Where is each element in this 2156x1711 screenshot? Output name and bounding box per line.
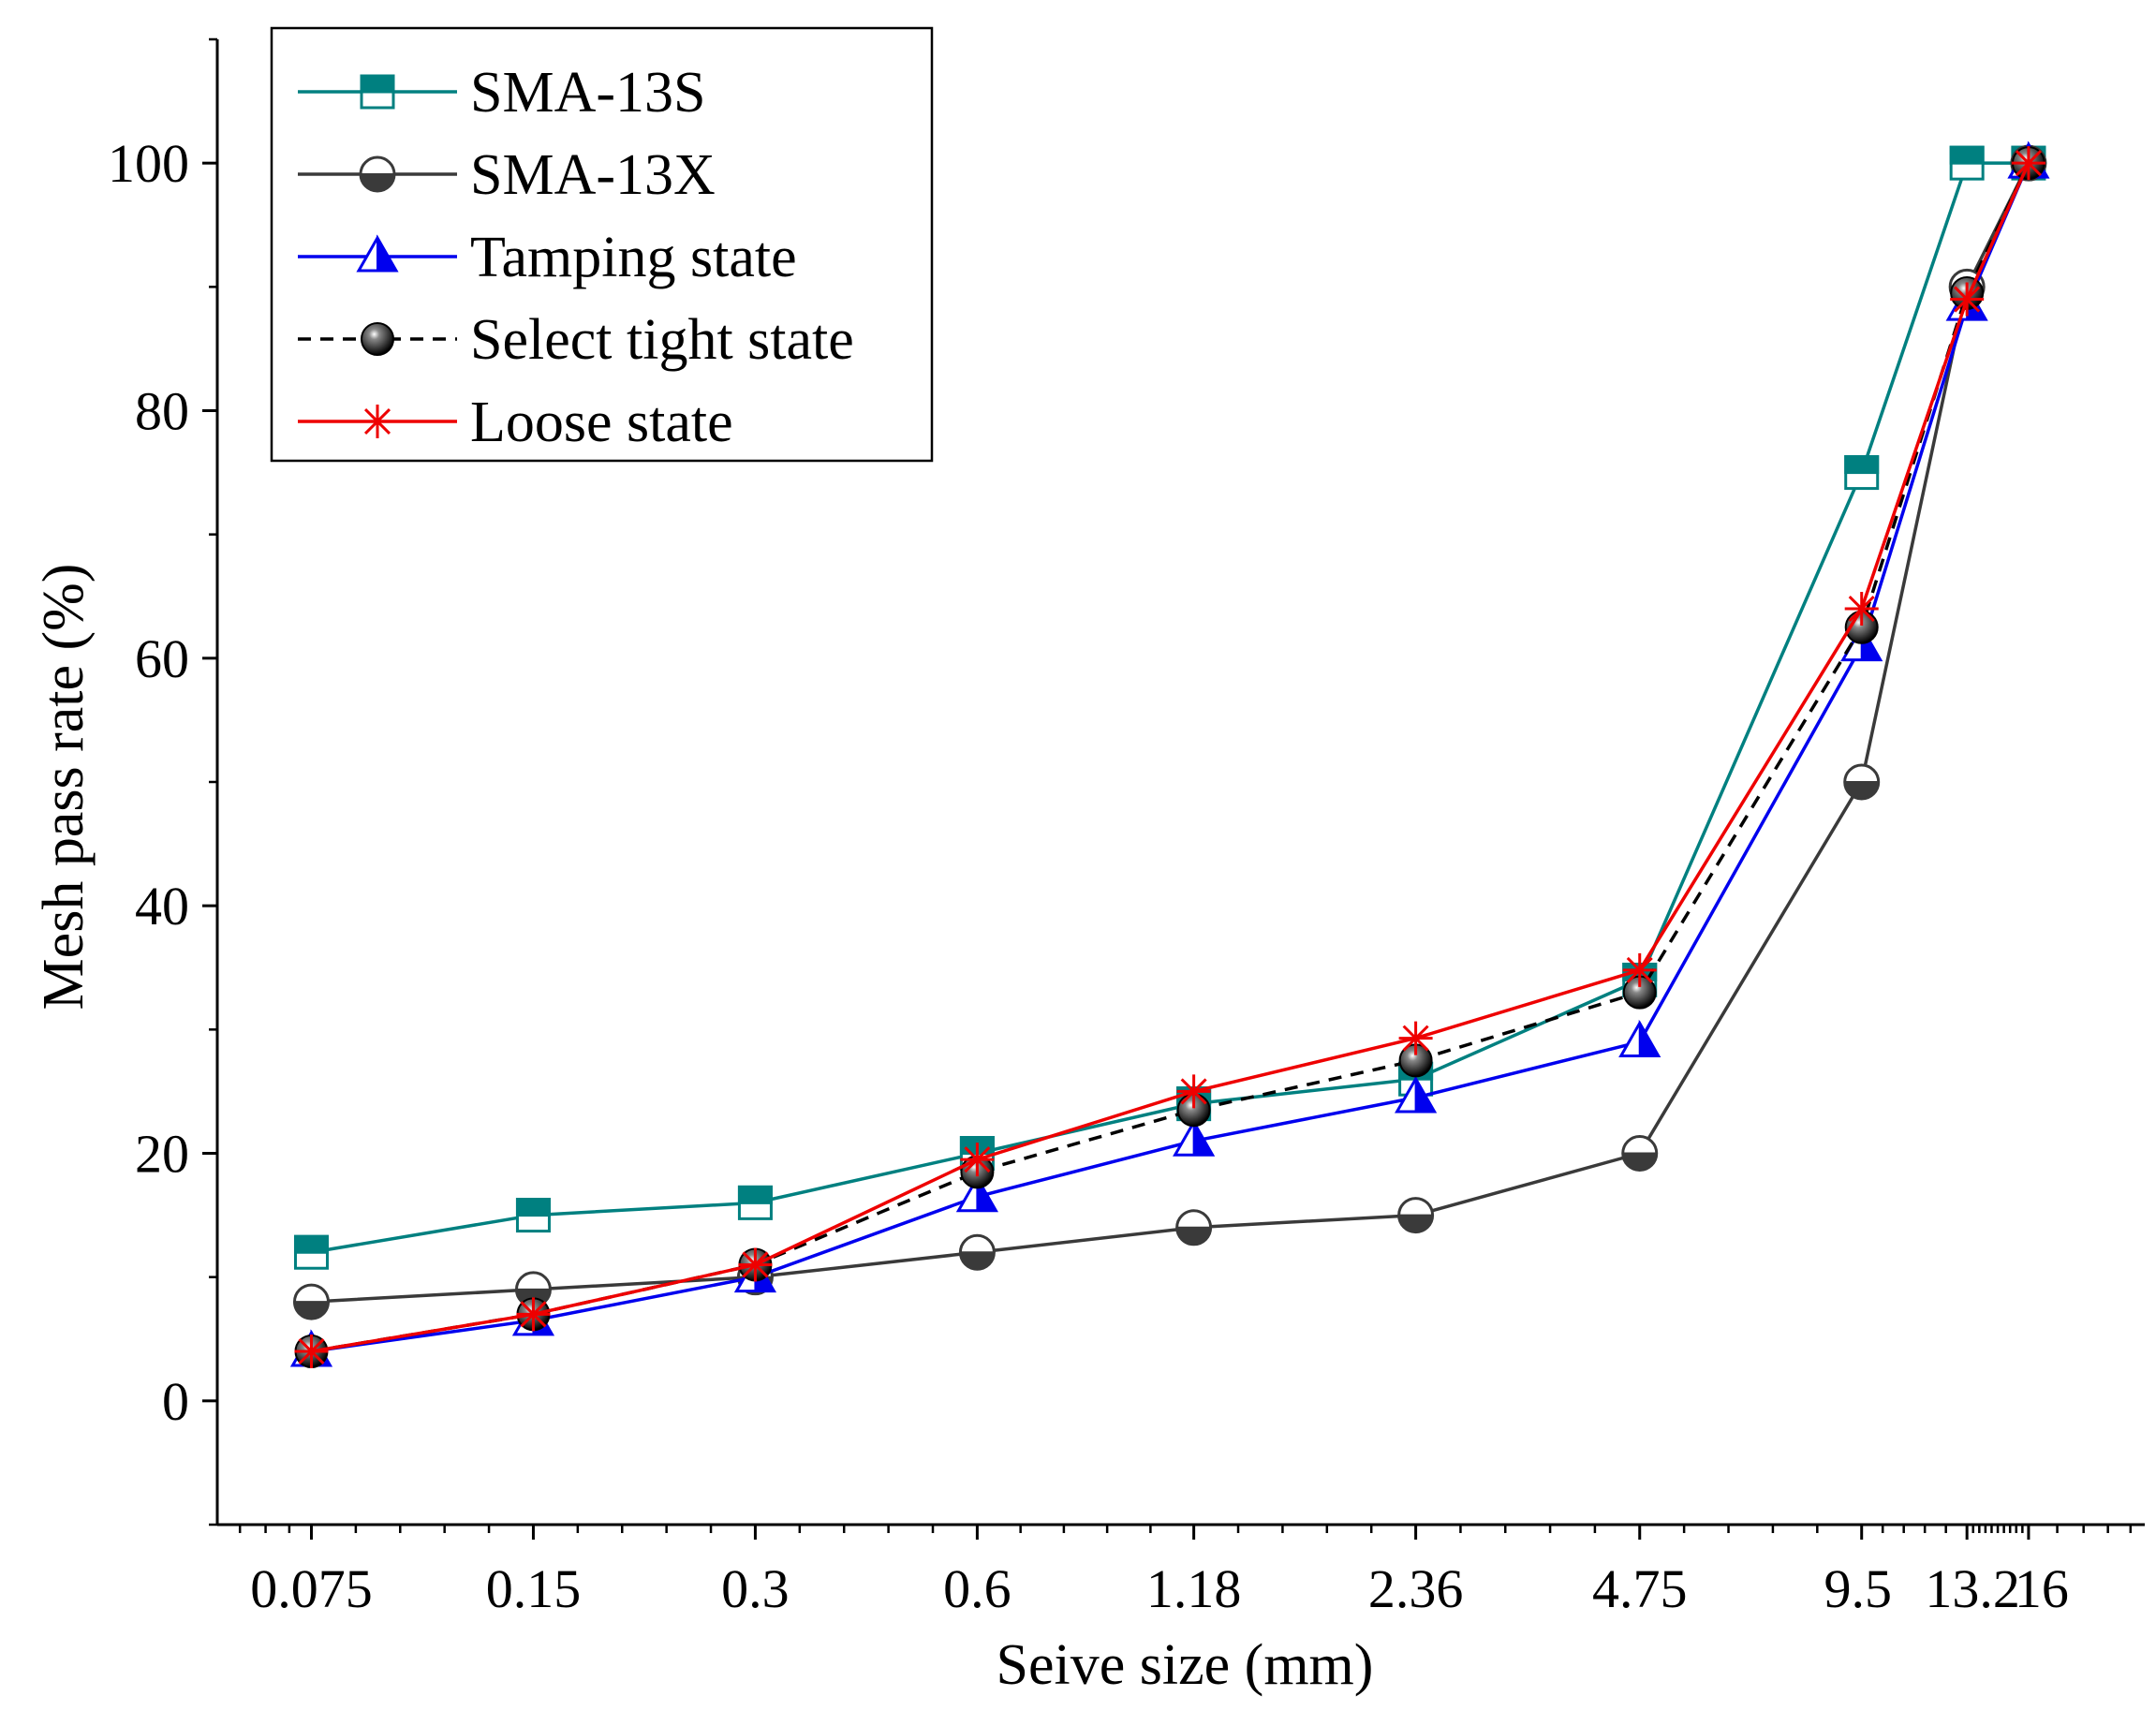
data-point-fill	[959, 1251, 996, 1271]
data-point	[960, 1143, 995, 1177]
y-tick-label: 100	[108, 133, 189, 194]
x-tick-label: 16	[2015, 1558, 2069, 1619]
data-point-fill	[1843, 781, 1880, 800]
data-point	[738, 1247, 773, 1282]
y-axis-title: Mesh pass rate (%)	[32, 564, 96, 1010]
series-line	[311, 161, 2029, 1254]
data-point-fill	[1175, 1226, 1212, 1246]
data-point	[1176, 1074, 1211, 1109]
data-point-fill	[1844, 455, 1880, 475]
data-point	[1950, 282, 1985, 317]
x-tick-label: 4.75	[1592, 1558, 1688, 1619]
x-tick-label: 9.5	[1824, 1558, 1892, 1619]
y-tick-label: 80	[135, 381, 189, 442]
data-point-fill	[515, 1198, 551, 1217]
data-point-fill	[737, 1185, 773, 1204]
x-tick-label: 0.15	[486, 1558, 582, 1619]
y-tick-label: 40	[135, 876, 189, 937]
legend-label: SMA-13X	[470, 143, 716, 207]
x-tick-label: 13.2	[1925, 1558, 2020, 1619]
x-tick-label: 0.6	[943, 1558, 1012, 1619]
data-point-fill	[293, 1234, 329, 1254]
data-point	[294, 1334, 329, 1368]
legend-marker-fill	[360, 74, 395, 94]
legend-label: Tamping state	[470, 226, 797, 289]
x-axis-title: Seive size (mm)	[997, 1633, 1374, 1697]
data-point-fill	[1414, 1075, 1437, 1114]
y-tick-label: 0	[162, 1371, 189, 1432]
data-point	[1622, 952, 1657, 987]
data-point-fill	[1638, 1019, 1661, 1057]
data-point-fill	[1949, 145, 1985, 165]
x-tick-label: 0.3	[721, 1558, 790, 1619]
data-point-fill	[1621, 1152, 1658, 1172]
data-point	[2011, 146, 2045, 181]
series-line	[311, 162, 2030, 1353]
data-point-fill	[293, 1301, 330, 1320]
legend-label: Loose state	[470, 391, 733, 454]
data-point	[1398, 1021, 1433, 1055]
y-tick-label: 20	[135, 1124, 189, 1185]
legend-label: SMA-13S	[470, 61, 706, 125]
legend-label: Select tight state	[470, 308, 854, 372]
series-layer	[289, 140, 2050, 1368]
series-line	[311, 162, 2030, 1353]
legend-marker	[361, 405, 394, 438]
legend: SMA-13S SMA-13X Tamping state Select tight …	[270, 26, 934, 463]
legend-marker-fill	[377, 234, 398, 272]
x-tick-label: 0.075	[250, 1558, 373, 1619]
series-line	[311, 162, 2030, 1304]
series-loose-state	[294, 146, 2045, 1368]
y-tick-label: 60	[135, 628, 189, 689]
axes: 0 20 40 60 80 100 0.075 0.15 0.3 0.6 1.18 2.36 4.75 9…	[108, 37, 2145, 1619]
data-point-fill	[1192, 1118, 1215, 1157]
legend-marker-fill	[359, 173, 396, 192]
data-point	[516, 1297, 551, 1332]
x-tick-label: 2.36	[1368, 1558, 1464, 1619]
x-tick-label: 1.18	[1146, 1558, 1242, 1619]
data-point-fill	[1397, 1214, 1434, 1233]
data-point	[1844, 591, 1879, 626]
legend-marker	[361, 322, 394, 356]
